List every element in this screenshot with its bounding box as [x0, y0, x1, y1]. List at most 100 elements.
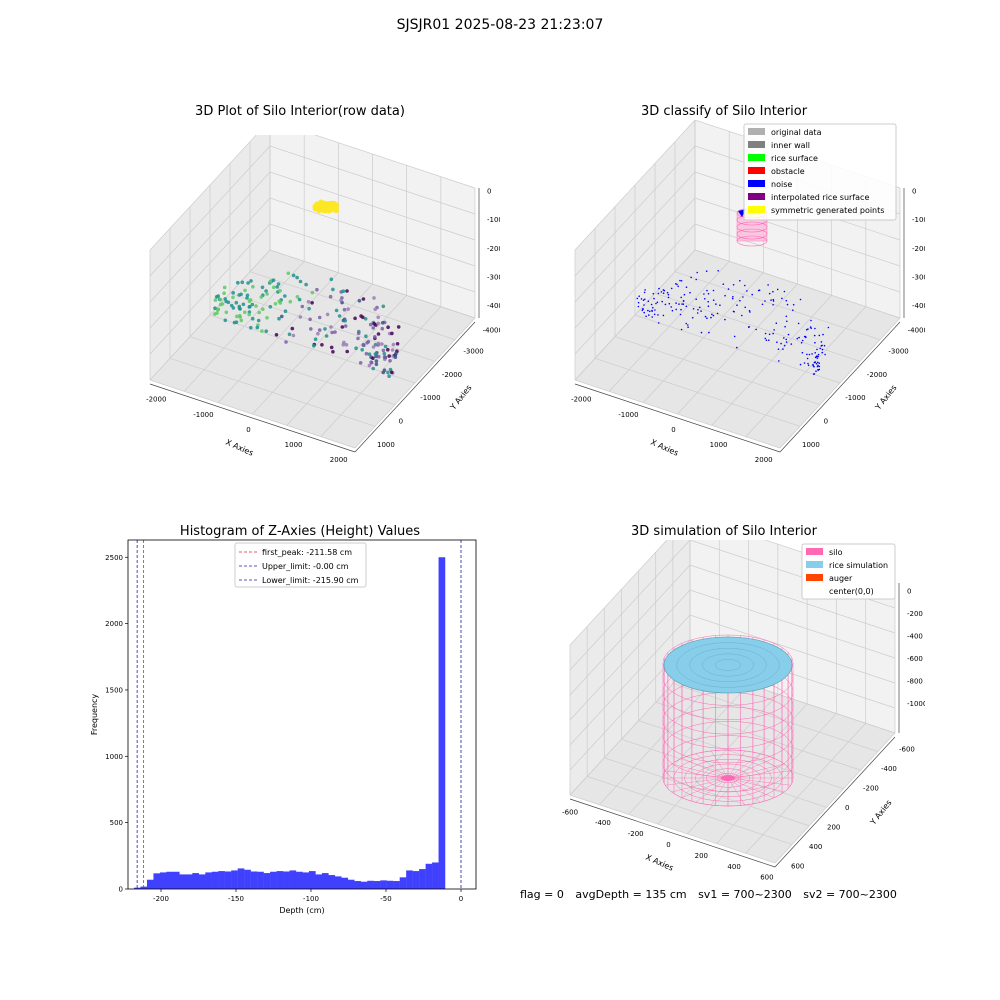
noise-point — [741, 314, 743, 317]
data-point — [257, 310, 261, 315]
grid-line — [569, 564, 896, 696]
noise-point — [655, 302, 657, 305]
data-point — [259, 295, 264, 299]
noise-point — [764, 332, 767, 335]
data-point — [329, 345, 334, 350]
data-point — [247, 299, 252, 304]
silo-floor-spoke — [727, 777, 775, 798]
legend-swatch — [806, 548, 823, 555]
histogram-bar — [296, 871, 303, 889]
histogram-bar — [341, 877, 349, 889]
noise-point — [716, 312, 719, 315]
data-point — [324, 334, 329, 338]
data-point — [251, 284, 255, 289]
data-point — [288, 299, 293, 304]
histogram-bar — [347, 879, 355, 889]
noise-point — [767, 284, 769, 286]
grid-line — [574, 223, 901, 355]
histogram-bar — [159, 872, 167, 889]
legend-swatch — [748, 154, 765, 161]
data-point — [231, 291, 235, 295]
data-point — [380, 321, 385, 325]
legend-label: Upper_limit: -0.00 cm — [262, 562, 349, 571]
y-tick-label: 0 — [845, 804, 849, 812]
noise-point — [761, 303, 764, 306]
y-tick-label: 0 — [824, 418, 828, 426]
data-point — [213, 298, 218, 302]
histogram-bar — [244, 869, 251, 889]
noise-point — [666, 291, 669, 294]
data-point — [283, 309, 288, 313]
y-tick-label: 500 — [110, 819, 123, 827]
data-point — [223, 318, 228, 323]
histogram-chart: -200 -150 -100 -50 0 0 500 1000 1500 2000 2500 Dept… — [90, 539, 477, 915]
data-point — [320, 201, 326, 207]
data-point — [273, 302, 278, 306]
z-tick-label: 0 — [487, 188, 491, 196]
noise-point — [805, 328, 808, 331]
rice-mesh — [714, 659, 741, 671]
data-point — [391, 342, 396, 347]
histogram-bar — [412, 871, 420, 889]
noise-point — [820, 345, 823, 347]
noise-point — [647, 300, 650, 302]
noise-point — [696, 312, 699, 314]
noise-point — [781, 297, 783, 300]
data-point — [307, 306, 311, 311]
x-tick-label: 400 — [727, 863, 740, 871]
panel2-title: 3D classify of Silo Interior — [640, 104, 808, 119]
noise-point — [751, 293, 753, 296]
noise-point — [644, 289, 646, 291]
data-point — [353, 316, 357, 321]
noise-point — [717, 270, 719, 272]
data-point — [373, 352, 378, 356]
noise-point — [792, 309, 794, 311]
grid-line — [189, 336, 396, 405]
x-axis-label: Depth (cm) — [279, 906, 324, 915]
legend-swatch — [748, 180, 765, 187]
data-point — [280, 314, 284, 319]
data-point — [317, 328, 322, 332]
noise-point — [683, 293, 686, 296]
noise-point — [803, 335, 806, 338]
data-point — [241, 302, 246, 307]
noise-point — [681, 303, 683, 305]
grid-line — [614, 336, 821, 405]
grid-line — [569, 589, 896, 721]
noise-point — [817, 353, 820, 356]
silo-floor-spoke — [727, 777, 785, 793]
data-point — [366, 339, 371, 344]
histogram-bar — [257, 871, 264, 889]
silo-floor-spoke — [671, 763, 729, 779]
data-point — [291, 273, 296, 278]
noise-point — [700, 310, 702, 312]
grid-line — [672, 683, 878, 752]
data-point — [329, 277, 334, 282]
grid-line — [149, 171, 476, 303]
data-point — [388, 367, 393, 372]
y-axis-line — [779, 321, 901, 453]
x-tick-label: 2000 — [755, 456, 773, 464]
data-point — [222, 291, 226, 295]
noise-point — [823, 344, 826, 347]
silo-ring — [662, 735, 794, 792]
noise-point — [816, 361, 819, 364]
data-point — [316, 331, 320, 336]
noise-point — [817, 364, 819, 367]
x-tick-label: 2000 — [330, 456, 348, 464]
z-tick-label: -3000 — [912, 273, 925, 281]
legend-label: center(0,0) — [829, 587, 874, 596]
noise-point — [777, 348, 780, 350]
grid-line — [655, 701, 861, 771]
x-tick-label: -600 — [562, 808, 578, 816]
y-axis-label: Y Axies — [868, 798, 894, 827]
noise-point — [653, 297, 655, 300]
data-point — [339, 298, 343, 302]
silo-floor-spoke — [681, 758, 729, 779]
noise-point — [680, 280, 683, 282]
grid-line — [774, 732, 896, 864]
data-point — [284, 340, 288, 344]
data-point — [331, 287, 335, 292]
data-point — [363, 317, 368, 321]
sv1-text: sv1 = 700~2300 — [698, 888, 792, 901]
